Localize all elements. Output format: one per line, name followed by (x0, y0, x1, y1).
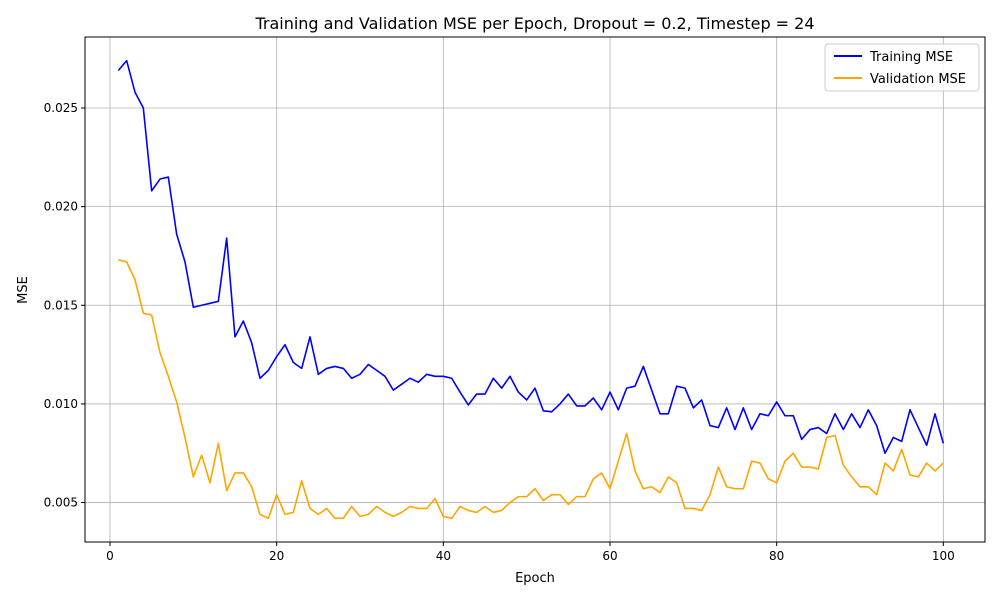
legend: Training MSE Validation MSE (824, 43, 980, 92)
x-tick-label: 0 (106, 549, 114, 563)
plot-frame (84, 36, 986, 543)
x-tick-label: 80 (769, 549, 784, 563)
x-tick-label: 40 (436, 549, 451, 563)
x-axis-label: Epoch (515, 571, 555, 586)
y-tick-label: 0.010 (44, 397, 78, 411)
y-tick-label: 0.020 (44, 200, 78, 214)
grid (85, 37, 985, 542)
series-line-training (117, 59, 945, 455)
series-layer (117, 59, 945, 520)
x-tick-label: 20 (269, 549, 284, 563)
y-tick-label: 0.015 (44, 298, 78, 312)
y-axis: 0.005 0.010 0.015 0.020 0.025 (44, 101, 85, 510)
x-tick-label: 100 (932, 549, 955, 563)
y-tick-label: 0.005 (44, 496, 78, 510)
y-tick-label: 0.025 (44, 101, 78, 115)
legend-label-training: Training MSE (869, 50, 953, 65)
series-line-validation (118, 259, 944, 520)
chart-title: Training and Validation MSE per Epoch, D… (254, 14, 814, 33)
legend-box (824, 43, 980, 92)
x-tick-label: 60 (602, 549, 617, 563)
y-axis-label: MSE (16, 276, 31, 304)
x-axis: 0 20 40 60 80 100 (106, 542, 955, 563)
legend-label-validation: Validation MSE (870, 72, 966, 87)
